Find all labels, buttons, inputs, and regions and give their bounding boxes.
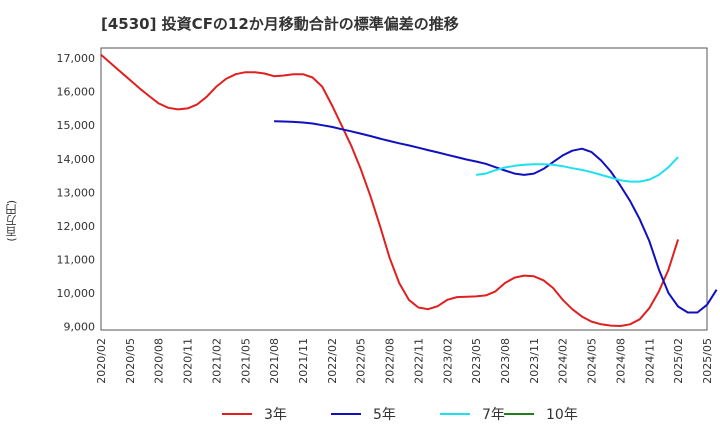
x-tick-label: 2023/02 — [441, 338, 454, 384]
x-tick-label: 2021/05 — [239, 338, 252, 384]
x-tick-label: 2021/02 — [210, 338, 223, 384]
x-tick-label: 2021/08 — [268, 338, 281, 384]
x-tick-label: 2022/08 — [384, 338, 397, 384]
x-tick-label: 2022/02 — [326, 338, 339, 384]
plot-frame — [100, 47, 708, 331]
y-tick-label: 12,000 — [57, 220, 96, 233]
x-tick-label: 2023/11 — [528, 338, 541, 384]
x-tick-label: 2025/05 — [701, 338, 714, 384]
legend-label: 5年 — [373, 407, 396, 423]
legend: 3年 5年 7年 10年 — [222, 407, 578, 423]
plot-area — [101, 48, 707, 330]
x-tick-label: 2023/05 — [470, 338, 483, 384]
x-tick-label: 2025/02 — [672, 338, 685, 384]
legend-label: 10年 — [546, 407, 578, 423]
series-line-0 — [100, 53, 680, 327]
x-tick-label: 2022/11 — [412, 338, 425, 384]
series-line-2 — [475, 156, 679, 183]
x-tick-label: 2020/02 — [95, 338, 108, 384]
y-tick-label: 13,000 — [57, 186, 96, 199]
y-tick-label: 17,000 — [57, 52, 96, 65]
y-tick-label: 15,000 — [57, 119, 96, 132]
y-tick-label: 16,000 — [57, 86, 96, 99]
x-tick-label: 2020/11 — [182, 338, 195, 384]
y-tick-label: 14,000 — [57, 153, 96, 166]
x-tick-label: 2021/11 — [297, 338, 310, 384]
chart-title: [4530] 投資CFの12か月移動合計の標準偏差の推移 — [101, 15, 459, 33]
plot-border — [100, 47, 708, 331]
x-tick-label: 2024/05 — [586, 338, 599, 384]
y-tick-label: 11,000 — [57, 254, 96, 267]
x-tick-label: 2020/08 — [153, 338, 166, 384]
x-tick-label: 2024/08 — [614, 338, 627, 384]
x-tick-label: 2020/05 — [124, 338, 137, 384]
series-line-1 — [274, 120, 718, 314]
legend-label: 3年 — [264, 407, 287, 423]
x-tick-label: 2023/08 — [499, 338, 512, 384]
x-axis-ticks: 2020/02 2020/05 2020/08 2020/11 2021/02 2021/… — [95, 338, 714, 384]
x-tick-label: 2022/05 — [355, 338, 368, 384]
y-tick-label: 9,000 — [64, 321, 96, 334]
legend-label: 7年 — [482, 407, 505, 423]
y-axis-ticks: 9,000 10,000 11,000 12,000 13,000 14,000 15,00… — [57, 52, 96, 334]
x-tick-label: 2024/11 — [643, 338, 656, 384]
x-tick-label: 2024/02 — [557, 338, 570, 384]
y-tick-label: 10,000 — [57, 287, 96, 300]
series-layer — [100, 53, 718, 327]
